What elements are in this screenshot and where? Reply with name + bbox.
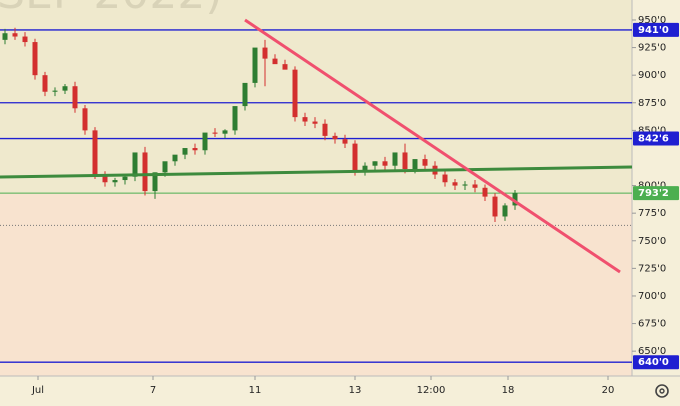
x-tick-label: 13 — [349, 385, 362, 396]
y-tick-label: 750'0 — [638, 236, 666, 247]
candle-body — [492, 196, 498, 217]
x-tick-label: 7 — [150, 385, 156, 396]
candle-body — [362, 165, 368, 172]
price-tag-label: 842'6 — [638, 134, 669, 145]
price-tag-label: 793'2 — [638, 188, 669, 199]
price-tag — [633, 22, 679, 37]
candle-body — [262, 47, 268, 59]
candle-body — [212, 132, 218, 134]
candle-body — [322, 123, 328, 136]
x-tick-label: 20 — [602, 385, 615, 396]
y-tick-label: 950'0 — [638, 15, 666, 26]
candle-body — [292, 69, 298, 118]
candle-body — [422, 159, 428, 166]
x-tick-label: 12:00 — [417, 385, 446, 396]
candle-body — [512, 193, 518, 206]
candle-body — [52, 90, 58, 92]
candle-body — [502, 205, 508, 217]
y-tick-label: 925'0 — [638, 43, 666, 54]
candle-body — [402, 152, 408, 170]
watermark: (SEP 2022) — [0, 0, 223, 19]
price-tag — [633, 355, 679, 370]
candle-body — [92, 130, 98, 175]
candle-body — [482, 187, 488, 197]
y-tick-label: 850'0 — [638, 125, 666, 136]
price-axis — [632, 0, 680, 406]
y-tick-label: 725'0 — [638, 263, 666, 274]
candle-body — [372, 161, 378, 166]
candle-body — [122, 176, 128, 181]
candle-body — [462, 184, 468, 186]
x-tick-label: 18 — [502, 385, 515, 396]
y-tick-label: 675'0 — [638, 319, 666, 330]
candle-body — [132, 152, 138, 177]
candle-body — [222, 130, 228, 134]
y-tick-label: 775'0 — [638, 208, 666, 219]
x-tick-label: Jul — [31, 385, 44, 396]
candle-body — [392, 152, 398, 166]
candle-body — [312, 121, 318, 124]
price-tag — [633, 131, 679, 146]
price-tag — [633, 186, 679, 201]
candle-body — [342, 139, 348, 144]
candle-body — [72, 86, 78, 109]
candle-body — [252, 47, 258, 83]
gear-center — [659, 388, 665, 394]
candle-body — [282, 64, 288, 70]
candle-body — [142, 152, 148, 192]
y-tick-label: 700'0 — [638, 291, 666, 302]
time-axis — [0, 376, 632, 406]
candle-body — [62, 86, 68, 91]
candle-body — [442, 174, 448, 183]
candle-body — [102, 174, 108, 183]
trend-line — [244, 18, 621, 274]
candle-body — [272, 58, 278, 65]
candle-body — [172, 154, 178, 162]
candle-body — [472, 184, 478, 188]
candle-body — [242, 82, 248, 107]
candle-body — [382, 161, 388, 166]
candle-body — [32, 42, 38, 76]
price-tag-label: 941'0 — [638, 25, 669, 36]
price-tag-label: 640'0 — [638, 357, 669, 368]
candle-body — [22, 36, 28, 43]
y-tick-label: 650'0 — [638, 346, 666, 357]
candle-body — [232, 106, 238, 131]
candle-body — [452, 182, 458, 186]
candle-body — [202, 132, 208, 151]
candle-body — [192, 148, 198, 151]
trend-line — [0, 165, 633, 179]
candle-body — [12, 33, 18, 37]
y-tick-label: 900'0 — [638, 70, 666, 81]
x-tick-label: 11 — [249, 385, 262, 396]
candle-body — [152, 172, 158, 192]
candle-body — [332, 135, 338, 140]
gear-icon — [655, 384, 669, 398]
candle-body — [112, 180, 118, 183]
background-zone — [0, 193, 632, 376]
settings-button[interactable] — [655, 384, 669, 398]
candle-body — [302, 117, 308, 122]
candle-body — [182, 148, 188, 155]
candle-body — [42, 75, 48, 92]
y-tick-label: 875'0 — [638, 98, 666, 109]
candle-body — [2, 33, 8, 40]
candle-body — [352, 143, 358, 172]
candle-body — [162, 161, 168, 173]
candle-body — [82, 108, 88, 131]
candle-body — [412, 159, 418, 170]
y-tick-label: 800'0 — [638, 181, 666, 192]
